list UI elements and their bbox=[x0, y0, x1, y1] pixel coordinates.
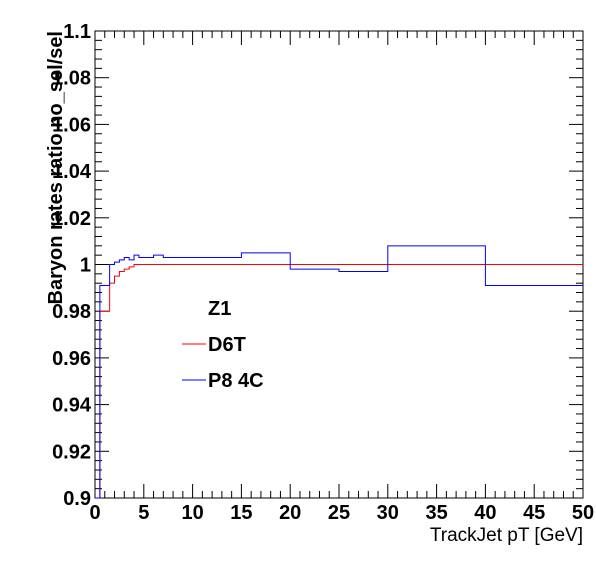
y-tick-label: 1.08 bbox=[52, 68, 91, 90]
x-tick-label: 35 bbox=[425, 502, 447, 524]
series-group bbox=[95, 245, 583, 499]
y-tick-label: 0.96 bbox=[52, 348, 91, 370]
series-line-p8-4c bbox=[95, 245, 583, 499]
y-tick-label: 1.04 bbox=[52, 161, 92, 183]
x-axis-title: TrackJet pT [GeV] bbox=[430, 525, 583, 546]
x-tick-label: 50 bbox=[572, 502, 594, 524]
y-tick-label: 0.94 bbox=[52, 395, 92, 417]
y-tick-label: 1.1 bbox=[63, 21, 91, 43]
x-tick-label: 0 bbox=[89, 502, 100, 524]
x-tick-label: 40 bbox=[474, 502, 496, 524]
series-line-d6t bbox=[95, 264, 583, 499]
y-tick-label: 1 bbox=[80, 255, 91, 277]
x-tick-label: 10 bbox=[181, 502, 203, 524]
y-tick-label: 0.9 bbox=[63, 488, 91, 510]
legend-label-d6t: D6T bbox=[208, 334, 246, 356]
legend: Z1 D6T P8 4C bbox=[182, 298, 264, 392]
legend-label-p8-4c: P8 4C bbox=[208, 370, 264, 392]
y-tick-label: 0.98 bbox=[52, 301, 91, 323]
y-tick-label: 1.02 bbox=[52, 208, 91, 230]
y-tick-label: 0.92 bbox=[52, 441, 91, 463]
y-tick-label: 1.06 bbox=[52, 114, 91, 136]
y-axis-title: Baryon rates ratio no_sel/sel bbox=[45, 31, 67, 304]
x-tick-label: 45 bbox=[523, 502, 545, 524]
x-tick-label: 30 bbox=[377, 502, 399, 524]
x-tick-label: 20 bbox=[279, 502, 301, 524]
x-tick-label: 5 bbox=[138, 502, 149, 524]
x-tick-label: 15 bbox=[230, 502, 252, 524]
legend-label-z1: Z1 bbox=[208, 298, 231, 320]
x-tick-label: 25 bbox=[328, 502, 350, 524]
axis-ticks bbox=[94, 30, 584, 499]
axis-tick-labels: 0 5 10 15 20 25 30 35 40 45 50 0.9 0.92 0.94 0.96 0.98 1… bbox=[52, 21, 594, 524]
